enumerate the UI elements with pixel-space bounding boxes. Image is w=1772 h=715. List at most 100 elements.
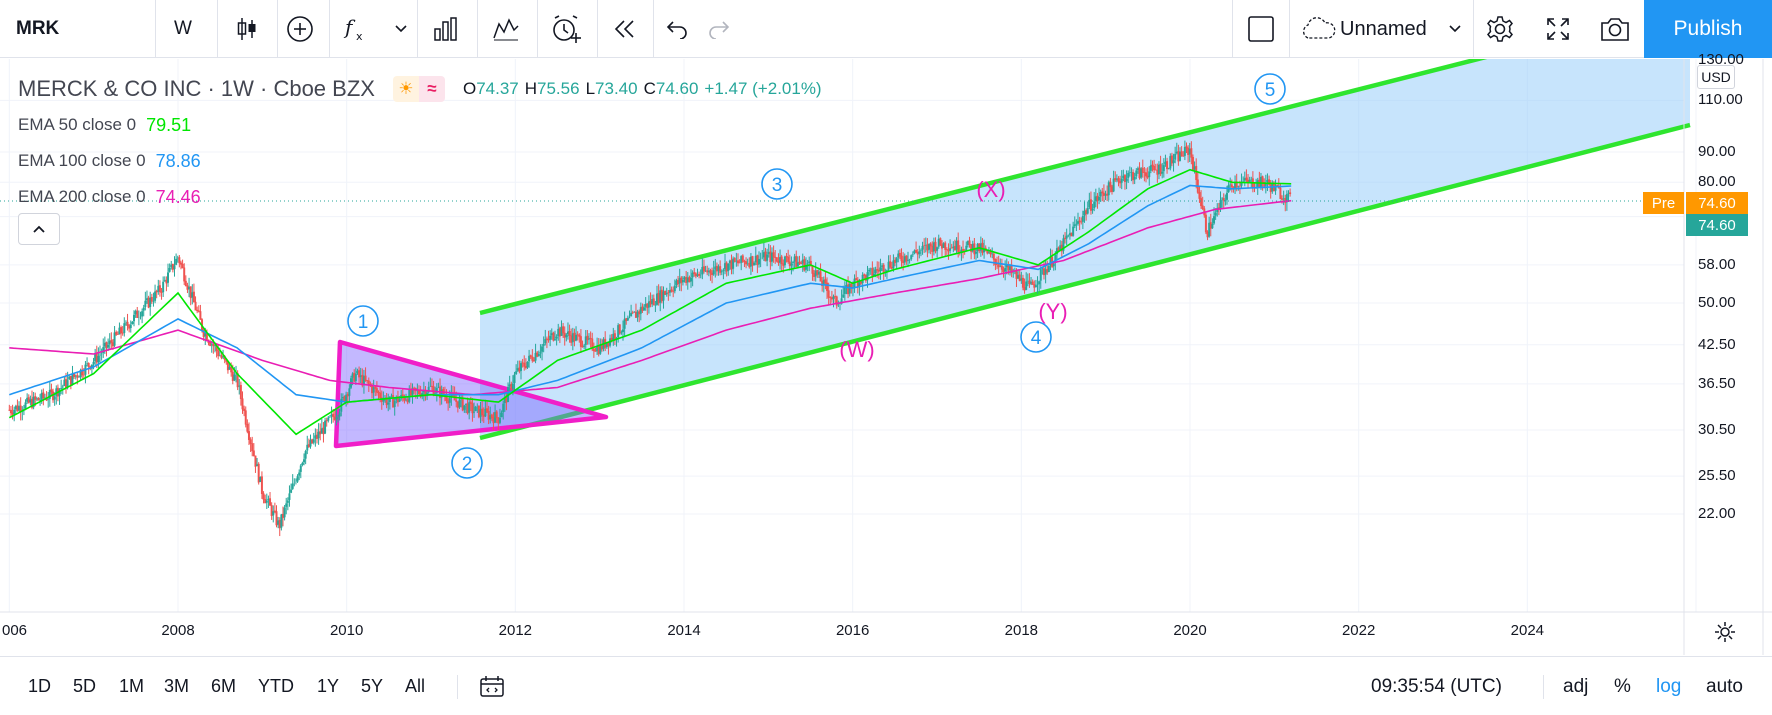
channel-upper-line[interactable] [479, 59, 1490, 316]
adjust-toggle[interactable]: adj [1563, 675, 1589, 697]
svg-text:4: 4 [1031, 328, 1042, 349]
currency-label[interactable]: USD [1697, 65, 1735, 89]
replay-icon[interactable] [604, 0, 644, 58]
svg-text:f: f [343, 15, 356, 39]
redo-icon[interactable] [702, 0, 736, 58]
ema-100-name: EMA 100 close 0 [18, 151, 146, 170]
year-tick-label: 2014 [667, 622, 701, 639]
alert-icon[interactable] [544, 0, 588, 58]
range-5y-button[interactable]: 5Y [361, 676, 384, 696]
financials-icon[interactable] [425, 0, 467, 58]
price-tick-label: 25.50 [1698, 467, 1736, 485]
layout-name[interactable]: Unnamed [1340, 17, 1427, 40]
ema-50-line [8, 168, 1292, 436]
candles-icon[interactable] [226, 0, 268, 58]
toolbar-divider [477, 0, 478, 58]
price-tick-label: 22.00 [1698, 505, 1736, 522]
symbol-search-button[interactable]: MRK [16, 18, 60, 39]
toolbar-divider [1232, 0, 1233, 58]
range-all-button[interactable]: All [405, 676, 426, 696]
templates-icon[interactable] [484, 0, 528, 58]
auto-toggle[interactable]: auto [1706, 675, 1743, 697]
svg-text:3: 3 [772, 175, 783, 196]
interval-button[interactable]: W [174, 18, 192, 39]
percent-toggle[interactable]: % [1614, 675, 1631, 697]
range-1y-button[interactable]: 1Y [317, 676, 340, 696]
last-price-label: 74.60 [1686, 214, 1748, 236]
legend-ema-200[interactable]: EMA 200 close 0 74.46 [18, 179, 828, 215]
ema-200-name: EMA 200 close 0 [18, 187, 146, 206]
range-6m-button[interactable]: 6M [211, 676, 237, 696]
legend-main-series[interactable]: MERCK & CO INC · 1W · Cboe BZX ☀ ≈ O 74.37… [18, 71, 828, 107]
year-tick-label: 2008 [161, 622, 195, 639]
add-compare-icon[interactable] [280, 0, 320, 58]
toolbar-divider [1289, 0, 1290, 58]
log-toggle[interactable]: log [1656, 675, 1682, 697]
chevron-down-icon[interactable] [386, 0, 416, 58]
wave-3-marker[interactable]: 3 [761, 168, 793, 200]
chart-pane[interactable]: 1 2 3 4 5 (W) (X) (Y) MERCK & CO INC · 1… [0, 51, 1772, 655]
wave-y-label[interactable]: (Y) [1038, 299, 1067, 324]
range-5d-button[interactable]: 5D [73, 676, 97, 696]
change-value: +1.47 (+2.01%) [704, 79, 822, 98]
range-ytd-button[interactable]: YTD [258, 676, 294, 696]
high-value: 75.56 [537, 79, 580, 98]
price-chart[interactable]: 1 2 3 4 5 (W) (X) (Y) [0, 59, 1772, 655]
camera-icon[interactable] [1594, 0, 1636, 58]
bottom-divider [457, 675, 458, 699]
approx-wave-icon: ≈ [418, 76, 445, 102]
calendar-range-icon[interactable] [478, 657, 506, 715]
wave-4-marker[interactable]: 4 [1020, 321, 1052, 353]
ema-50-value: 79.51 [146, 114, 192, 135]
toolbar-divider [1473, 0, 1474, 58]
pre-market-badge: Pre [1643, 192, 1684, 214]
svg-text:1: 1 [358, 312, 369, 333]
close-label: C [643, 79, 656, 98]
svg-text:2: 2 [462, 454, 473, 475]
range-1m-button[interactable]: 1M [119, 676, 145, 696]
toolbar-divider [329, 0, 330, 58]
year-tick-label: 2020 [1173, 622, 1207, 639]
price-tick-label: 110.00 [1698, 91, 1743, 109]
ema-100-value: 78.86 [155, 150, 201, 171]
chart-legend: MERCK & CO INC · 1W · Cboe BZX ☀ ≈ O 74.37… [18, 71, 828, 215]
wave-5-marker[interactable]: 5 [1254, 73, 1286, 105]
channel-fill [480, 59, 1690, 438]
settings-icon[interactable] [1480, 0, 1520, 58]
wave-w-label[interactable]: (W) [839, 337, 874, 362]
svg-text:5: 5 [1265, 80, 1276, 101]
chevron-up-icon [33, 225, 45, 233]
svg-text:x: x [356, 30, 363, 43]
wave-2-marker[interactable]: 2 [451, 447, 483, 479]
wave-x-label[interactable]: (X) [976, 177, 1005, 202]
year-tick-label: 006 [2, 622, 28, 639]
toolbar-divider [417, 0, 418, 58]
gear-icon[interactable] [1713, 620, 1737, 644]
legend-ema-50[interactable]: EMA 50 close 0 79.51 [18, 107, 828, 143]
fullscreen-icon[interactable] [1538, 0, 1578, 58]
range-3m-button[interactable]: 3M [164, 676, 190, 696]
ema-200-value: 74.46 [155, 186, 201, 207]
toolbar-divider [217, 0, 218, 58]
undo-icon[interactable] [660, 0, 694, 58]
price-tick-label: 30.50 [1698, 421, 1736, 439]
legend-ema-100[interactable]: EMA 100 close 0 78.86 [18, 143, 828, 179]
range-1d-button[interactable]: 1D [28, 676, 52, 696]
open-value: 74.37 [476, 79, 519, 98]
channel-lower-line[interactable] [479, 122, 1691, 441]
layout-icon[interactable] [1244, 0, 1278, 58]
ema-200-line [9, 199, 1292, 396]
toolbar-divider [597, 0, 598, 58]
clock-display[interactable]: 09:35:54 (UTC) [1371, 675, 1502, 697]
publish-button[interactable]: Publish [1644, 0, 1772, 58]
layout-chevron-down-icon[interactable] [1440, 0, 1470, 58]
toolbar-divider [537, 0, 538, 58]
wave-1-marker[interactable]: 1 [347, 305, 379, 337]
close-value: 74.60 [655, 79, 699, 98]
legend-collapse-button[interactable] [18, 213, 60, 245]
pre-market-price: 74.60 [1686, 192, 1748, 214]
year-tick-label: 2018 [1004, 622, 1039, 639]
year-tick-label: 2016 [835, 622, 870, 639]
ema-100-line [9, 184, 1292, 403]
